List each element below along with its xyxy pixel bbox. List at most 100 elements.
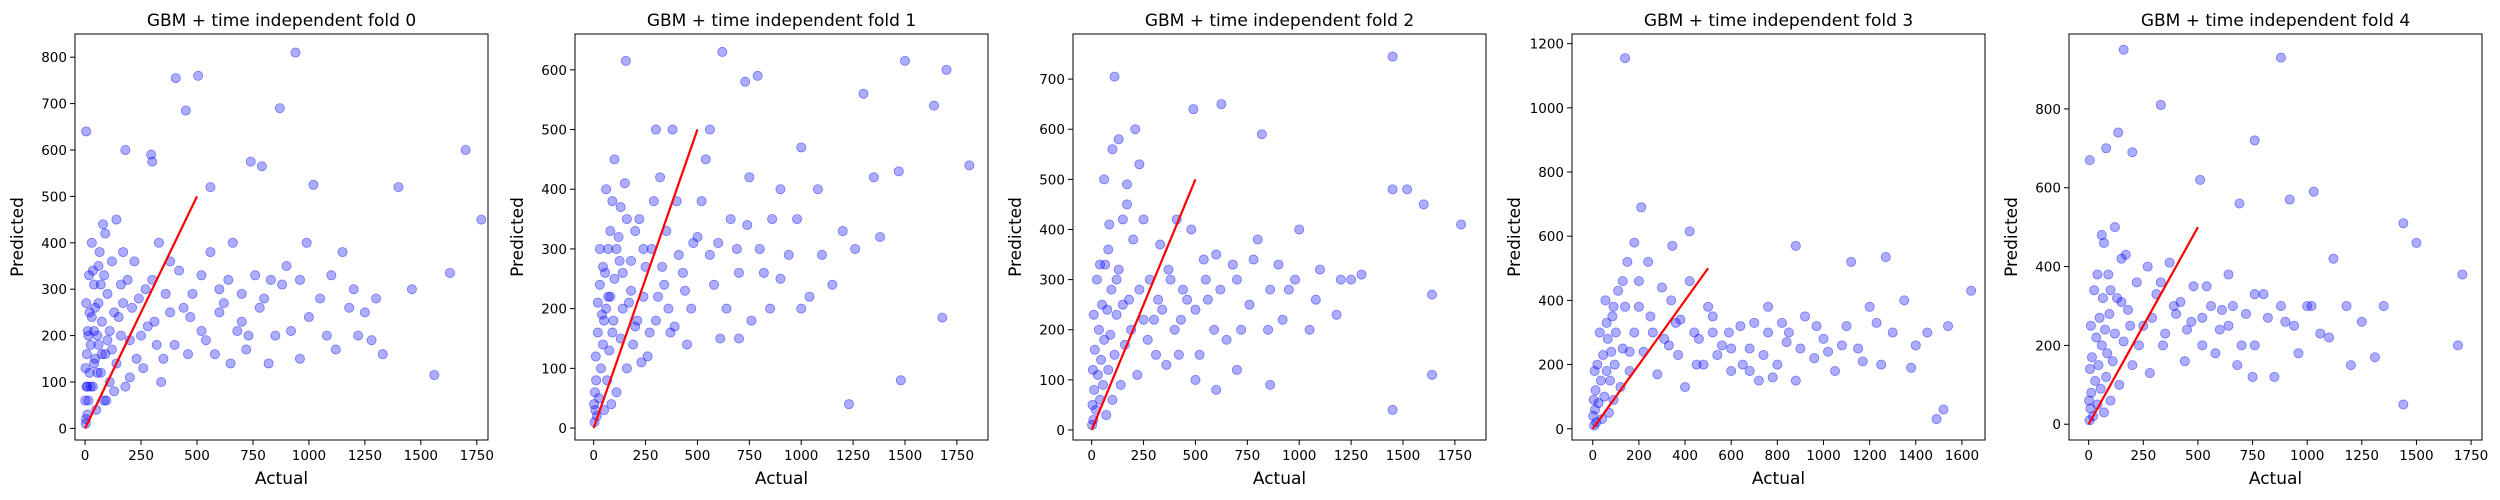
scatter-point: [2249, 135, 2260, 146]
scatter-point: [816, 249, 827, 260]
scatter-point: [2093, 360, 2104, 371]
scatter-point: [1138, 314, 1149, 325]
scatter-point: [106, 256, 117, 267]
scatter-point: [2090, 375, 2101, 386]
scatter-point: [2306, 300, 2317, 311]
scatter-point: [124, 372, 135, 383]
scatter-point: [1132, 369, 1143, 380]
scatter-point: [263, 358, 274, 369]
scatter-point: [2227, 300, 2238, 311]
scatter-point: [2197, 340, 2208, 351]
scatter-point: [259, 293, 270, 304]
scatter-point: [1629, 327, 1640, 338]
y-tick-label: 400: [1538, 293, 1564, 309]
scatter-point: [1165, 274, 1176, 285]
scatter-point: [1418, 199, 1429, 210]
scatter-point: [81, 298, 92, 309]
scatter-point: [1712, 349, 1723, 360]
plot-frame: [74, 33, 489, 441]
scatter-point: [663, 303, 674, 314]
scatter-point: [1809, 353, 1820, 364]
scatter-point: [1227, 259, 1238, 270]
scatter-point: [592, 327, 603, 338]
x-tick-label: 0: [81, 448, 90, 464]
scatter-point: [733, 333, 744, 344]
scatter-point: [1310, 294, 1321, 305]
scatter-point: [742, 220, 753, 231]
scatter-point: [796, 142, 807, 153]
scatter-point: [2160, 328, 2171, 339]
scatter-point: [775, 184, 786, 195]
scatter-point: [617, 267, 628, 278]
reference-line: [1090, 178, 1197, 431]
scatter-point: [1216, 99, 1227, 110]
scatter-point: [131, 353, 142, 364]
y-tick-label: 700: [41, 97, 67, 113]
scatter-point: [2084, 155, 2095, 166]
scatter-point: [1689, 327, 1700, 338]
scatter-point: [1094, 259, 1105, 270]
scatter-point: [1142, 334, 1153, 345]
scatter-point: [2091, 332, 2102, 343]
scatter-point: [1726, 343, 1737, 354]
scatter-point: [1093, 324, 1104, 335]
x-tick-label: 1250: [836, 448, 870, 464]
scatter-point: [2155, 99, 2166, 110]
scatter-point: [133, 293, 144, 304]
scatter-point: [353, 330, 364, 341]
scatter-point: [2197, 312, 2208, 323]
x-tick-label: 0: [2084, 448, 2093, 464]
scatter-point: [92, 330, 103, 341]
y-tick-label: 200: [1039, 323, 1065, 339]
scatter-point: [2104, 308, 2115, 319]
scatter-point: [1684, 276, 1695, 287]
scatter-point: [1387, 51, 1398, 62]
scatter-point: [1153, 294, 1164, 305]
scatter-point: [644, 327, 655, 338]
scatter-point: [2127, 147, 2138, 158]
reference-line: [1591, 267, 1710, 430]
scatter-point: [1221, 334, 1232, 345]
scatter-point: [615, 202, 626, 213]
scatter-point: [209, 349, 220, 360]
scatter-point: [1675, 314, 1686, 325]
scatter-point: [243, 330, 254, 341]
scatter-point: [85, 381, 96, 392]
y-axis-label: Predicted: [8, 197, 28, 277]
scatter-point: [393, 182, 404, 193]
plot-frame: [2068, 33, 2483, 441]
scatter-point: [589, 387, 600, 398]
scatter-point: [96, 349, 107, 360]
scatter-point: [1633, 301, 1644, 312]
x-axis-label: Actual: [255, 469, 308, 489]
y-tick-label: 300: [1039, 273, 1065, 289]
scatter-point: [1356, 269, 1367, 280]
scatter-point: [601, 184, 612, 195]
scatter-point: [596, 309, 607, 320]
scatter-point: [2324, 332, 2335, 343]
scatter-point: [1707, 311, 1718, 322]
scatter-point: [1647, 327, 1658, 338]
scatter-point: [1763, 327, 1774, 338]
scatter-point: [218, 298, 229, 309]
plot-frame: [1072, 33, 1487, 441]
scatter-point: [1091, 274, 1102, 285]
scatter-point: [1652, 369, 1663, 380]
y-tick-label: 1200: [1530, 37, 1564, 53]
scatter-point: [604, 345, 615, 356]
scatter-point: [1887, 327, 1898, 338]
scatter-point: [2188, 281, 2199, 292]
scatter-point: [97, 219, 108, 230]
scatter-point: [2457, 269, 2468, 280]
scatter-point: [613, 231, 624, 242]
scatter-point: [2085, 403, 2096, 414]
x-tick-label: 0: [1087, 448, 1096, 464]
scatter-point: [1087, 399, 1098, 410]
scatter-point: [406, 284, 417, 295]
scatter-point: [1277, 314, 1288, 325]
scatter-point: [2144, 367, 2155, 378]
scatter-point: [1209, 324, 1220, 335]
scatter-point: [174, 265, 185, 276]
scatter-point: [2092, 269, 2103, 280]
scatter-point: [2369, 352, 2380, 363]
